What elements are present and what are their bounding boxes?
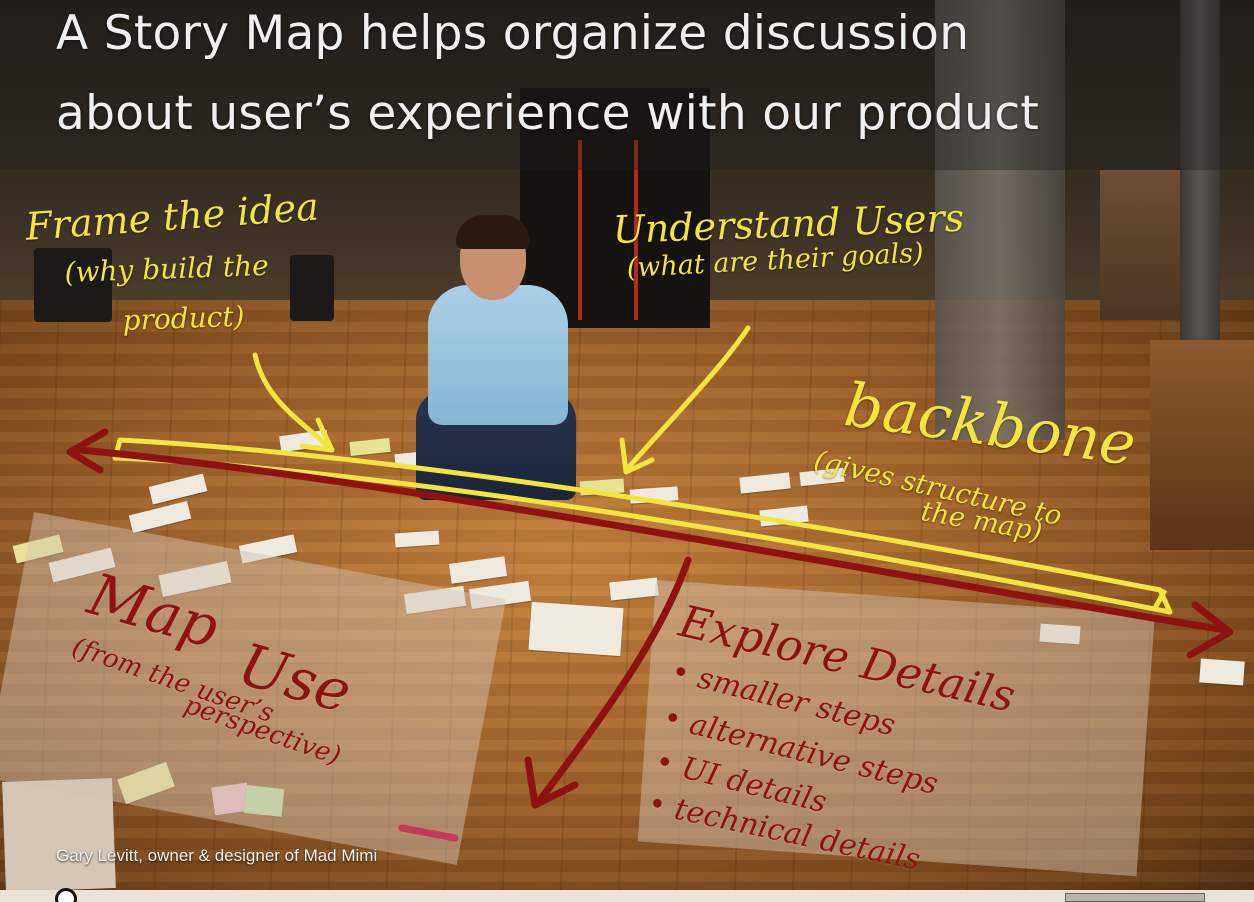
frame-idea-sub-2: product) — [122, 299, 246, 337]
slide-title-line-1: A Story Map helps organize discussion — [56, 6, 970, 61]
understand-users-arrow — [625, 325, 751, 471]
background-cabinet — [520, 88, 710, 328]
license-badge — [1065, 893, 1205, 902]
title-band — [0, 0, 1254, 170]
person-hair — [456, 215, 530, 249]
photo-credit: Gary Levitt, owner & designer of Mad Mim… — [56, 846, 378, 865]
background-stool — [1100, 170, 1180, 320]
person-shirt — [428, 285, 568, 425]
background-bin — [34, 248, 112, 322]
backbone-yellow-tick — [1152, 588, 1168, 610]
backbone-yellow-outline — [112, 437, 1173, 615]
background-pillar — [935, 0, 1065, 440]
backbone-arrowhead-right — [1186, 601, 1234, 659]
details-down-arrowhead — [524, 756, 579, 809]
understand-users-arrowhead — [619, 437, 655, 475]
details-down-arrow — [536, 556, 692, 804]
background-hand-truck — [578, 140, 638, 320]
slide-title-line-2: about user’s experience with our product — [56, 86, 1040, 141]
frame-idea-arrowhead — [299, 417, 335, 453]
frame-idea-arrow — [252, 352, 333, 451]
marker-pen — [398, 824, 459, 842]
background-pillar-far — [1180, 0, 1220, 340]
backbone-arrowhead-left — [66, 428, 109, 474]
background-counter — [1150, 340, 1254, 550]
person-photo — [410, 215, 585, 515]
creative-commons-icon — [55, 888, 77, 902]
backbone-red-arrow — [76, 446, 1229, 634]
bottom-strip — [0, 890, 1254, 902]
background-bin-small — [290, 255, 334, 321]
